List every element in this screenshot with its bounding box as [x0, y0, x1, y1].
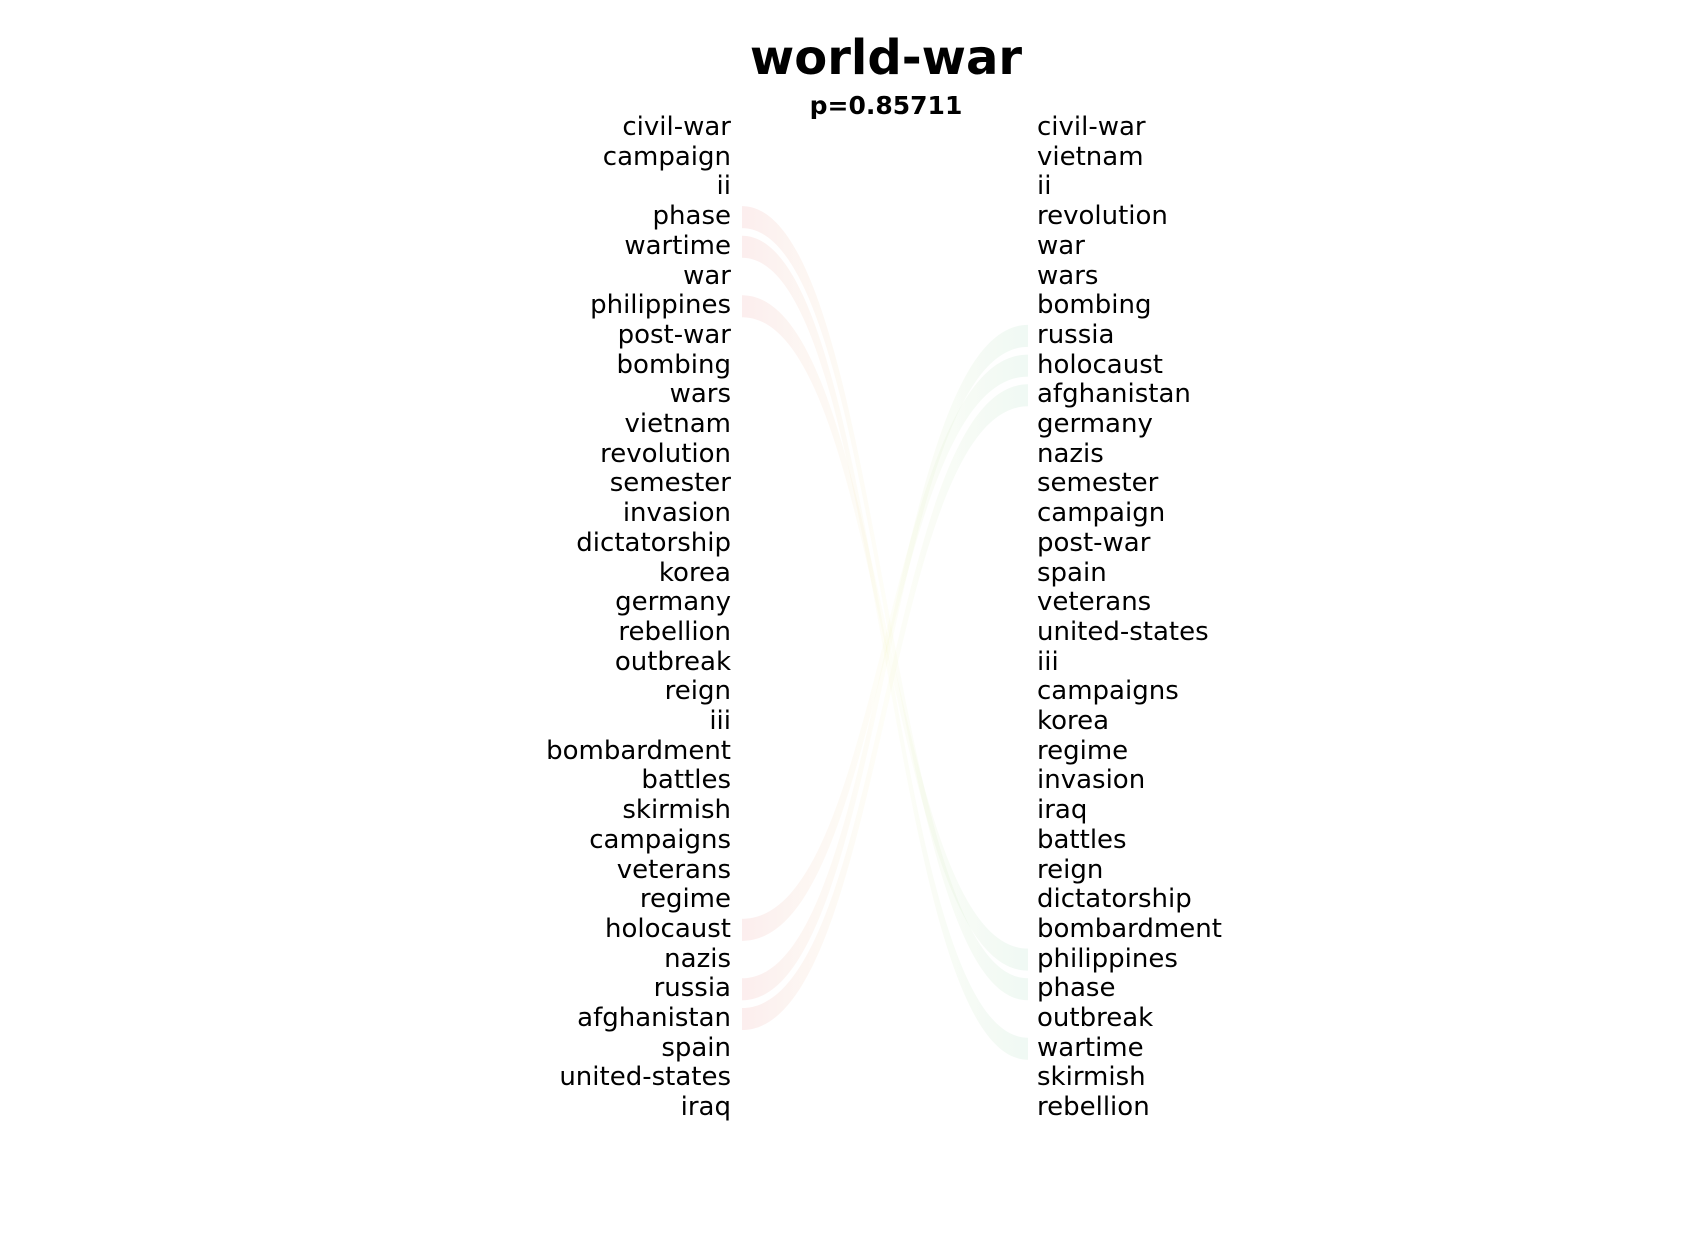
left-word: ii — [716, 171, 731, 202]
left-word: vietnam — [624, 409, 731, 439]
right-word: holocaust — [1037, 349, 1163, 380]
left-word: battles — [641, 765, 731, 796]
right-word: afghanistan — [1037, 379, 1191, 410]
left-word: nazis — [664, 943, 731, 974]
right-word: nazis — [1037, 438, 1104, 469]
right-word: phase — [1037, 973, 1116, 1004]
left-word: post-war — [617, 319, 731, 350]
left-word: russia — [653, 973, 731, 1004]
left-word: invasion — [622, 498, 731, 529]
right-word: bombing — [1037, 290, 1152, 321]
right-word: battles — [1037, 824, 1127, 855]
right-word: war — [1037, 230, 1085, 261]
right-word: veterans — [1037, 587, 1152, 618]
right-word: united-states — [1037, 616, 1209, 647]
right-word: bombardment — [1037, 913, 1222, 944]
right-word: campaigns — [1037, 676, 1179, 707]
right-word: russia — [1037, 319, 1115, 350]
left-word: spain — [661, 1032, 731, 1063]
chart-subtitle: p=0.85711 — [809, 91, 963, 120]
right-word: ii — [1037, 171, 1052, 202]
right-word: outbreak — [1037, 1003, 1154, 1033]
right-word: philippines — [1037, 943, 1178, 974]
left-word: bombing — [616, 349, 731, 380]
right-word: spain — [1037, 557, 1107, 588]
left-word: war — [683, 260, 731, 291]
right-word: rebellion — [1037, 1092, 1150, 1123]
left-word: outbreak — [614, 646, 731, 677]
right-word: vietnam — [1037, 141, 1144, 172]
right-word: post-war — [1037, 527, 1151, 558]
left-word: skirmish — [622, 795, 731, 826]
left-word: united-states — [559, 1062, 731, 1093]
right-word: reign — [1037, 854, 1104, 885]
left-word: phase — [652, 201, 731, 232]
right-word: semester — [1037, 468, 1159, 499]
left-word: wartime — [624, 230, 731, 261]
right-word: wartime — [1037, 1032, 1144, 1063]
left-word: bombardment — [546, 735, 731, 766]
right-word: civil-war — [1037, 112, 1146, 142]
left-word: iii — [709, 706, 731, 736]
left-word: regime — [639, 884, 731, 915]
right-word: skirmish — [1037, 1062, 1146, 1093]
right-word: korea — [1037, 706, 1110, 736]
left-word: iraq — [680, 1092, 731, 1123]
ribbon-philippines — [742, 295, 1028, 971]
left-word: germany — [615, 587, 731, 618]
right-word: invasion — [1037, 765, 1146, 796]
left-word: semester — [609, 468, 731, 499]
chart-title: world-war — [749, 30, 1023, 86]
left-word: dictatorship — [576, 527, 731, 558]
right-word: iii — [1037, 646, 1059, 677]
ribbon-phase — [742, 206, 1028, 1001]
left-word: reign — [664, 676, 731, 707]
left-word: afghanistan — [577, 1003, 731, 1033]
left-word: campaign — [602, 141, 731, 172]
right-word: regime — [1037, 735, 1129, 766]
ribbon-holocaust — [742, 354, 1028, 941]
left-word: rebellion — [618, 616, 731, 647]
left-word: korea — [658, 557, 731, 588]
right-word: iraq — [1037, 795, 1088, 826]
left-word: campaigns — [589, 824, 731, 855]
left-word: wars — [669, 379, 731, 410]
left-word: veterans — [616, 854, 731, 885]
right-word: dictatorship — [1037, 884, 1192, 915]
right-word: wars — [1037, 260, 1099, 291]
right-word: revolution — [1037, 201, 1168, 232]
right-word: germany — [1037, 409, 1153, 439]
left-word: civil-war — [622, 112, 731, 142]
left-word: holocaust — [605, 913, 731, 944]
right-word: campaign — [1037, 498, 1166, 529]
left-word: philippines — [590, 290, 731, 321]
ribbon-russia — [742, 324, 1028, 1001]
ribbon-afghanistan — [742, 384, 1028, 1030]
left-word: revolution — [600, 438, 731, 469]
